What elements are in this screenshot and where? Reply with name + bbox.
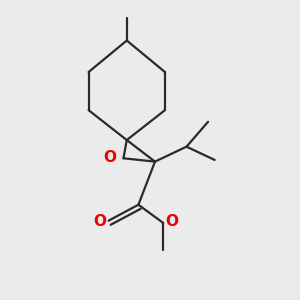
- Text: O: O: [94, 214, 107, 229]
- Text: O: O: [165, 214, 178, 229]
- Text: O: O: [103, 150, 116, 165]
